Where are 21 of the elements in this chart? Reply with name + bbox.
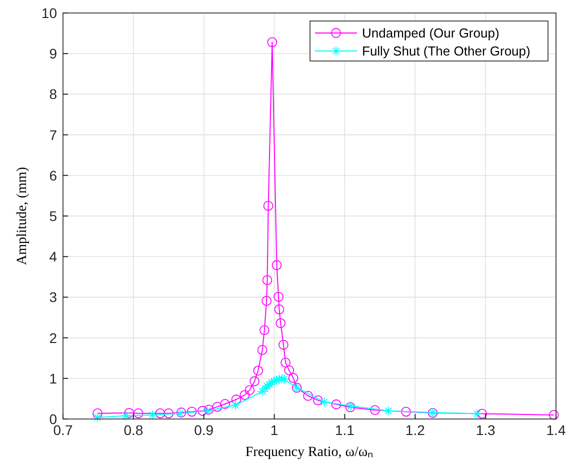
legend-label: Fully Shut (The Other Group) (362, 44, 530, 58)
x-axis-title: Frequency Ratio, ω/ωₙ (245, 445, 374, 460)
y-tick-label: 6 (49, 167, 58, 184)
y-tick-label: 8 (49, 86, 58, 102)
y-tick-label: 1 (49, 370, 58, 386)
y-tick-label: 7 (49, 126, 58, 143)
y-tick-label: 10 (41, 5, 58, 21)
y-tick-label: 4 (49, 248, 58, 265)
x-tick-label: 1.4 (546, 422, 566, 438)
x-tick-label: 1.3 (476, 422, 496, 438)
legend-label: Undamped (Our Group) (362, 26, 500, 40)
x-tick-label: 1 (270, 422, 278, 438)
y-tick-label: 5 (49, 208, 58, 224)
x-tick-label: 1.1 (334, 422, 355, 438)
y-tick-label: 9 (49, 46, 58, 62)
x-tick-label: 1.2 (405, 422, 426, 438)
y-tick-label: 2 (49, 330, 58, 346)
y-tick-label: 3 (49, 289, 58, 306)
y-axis-title: Amplitude, (mm) (15, 166, 30, 265)
x-tick-label: 0.8 (124, 422, 144, 438)
x-tick-label: 0.9 (194, 422, 214, 438)
